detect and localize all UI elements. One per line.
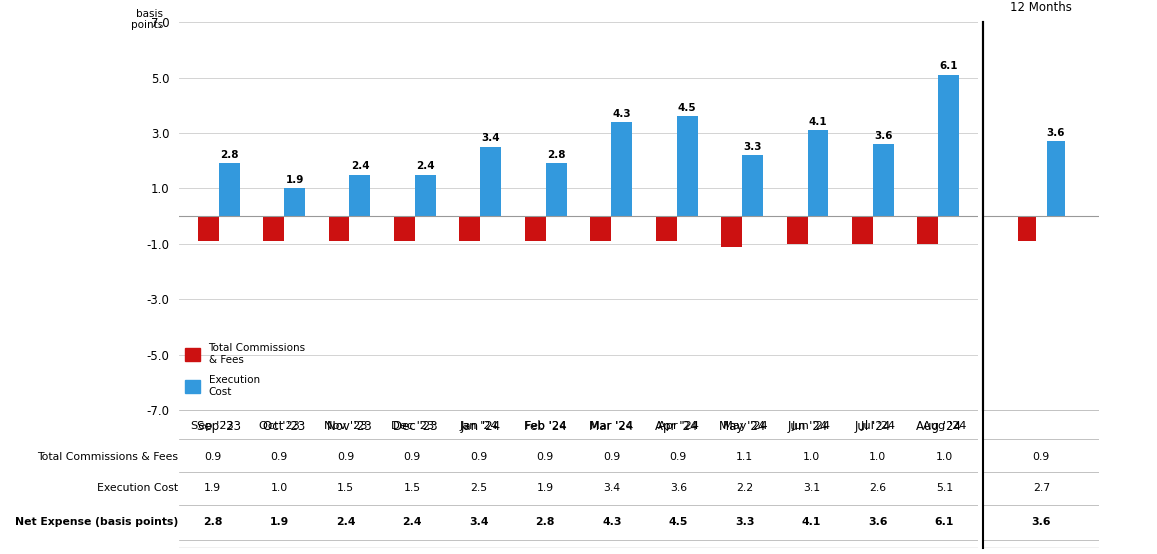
Text: 3.3: 3.3 <box>735 517 754 527</box>
Text: basis
points: basis points <box>131 8 163 30</box>
Text: 5.1: 5.1 <box>936 483 953 493</box>
Text: 2.8: 2.8 <box>202 517 222 527</box>
Text: 1.0: 1.0 <box>803 452 820 461</box>
Text: 0.9: 0.9 <box>537 452 554 461</box>
Text: 3.6: 3.6 <box>868 517 887 527</box>
Text: 1.9: 1.9 <box>537 483 554 493</box>
Bar <box>742 155 762 216</box>
Text: Sep '23: Sep '23 <box>191 420 234 430</box>
Text: 0.9: 0.9 <box>603 452 620 461</box>
Bar <box>219 163 239 216</box>
Text: Oct '23: Oct '23 <box>259 420 300 430</box>
Text: Nov '23: Nov '23 <box>324 420 368 430</box>
Text: 4.3: 4.3 <box>612 109 631 119</box>
Text: 1.0: 1.0 <box>869 452 886 461</box>
Text: Aug '24: Aug '24 <box>923 420 966 430</box>
Text: 2.5: 2.5 <box>470 483 487 493</box>
Bar <box>480 147 501 216</box>
Text: May '24: May '24 <box>722 420 767 430</box>
Bar <box>395 216 415 241</box>
Text: 3.3: 3.3 <box>743 142 761 152</box>
Text: Feb '24: Feb '24 <box>524 420 566 430</box>
Bar <box>852 216 874 244</box>
Bar <box>1046 141 1064 216</box>
Text: 0.9: 0.9 <box>670 452 687 461</box>
Text: 1.5: 1.5 <box>337 483 354 493</box>
Text: 3.6: 3.6 <box>670 483 687 493</box>
Text: 3.4: 3.4 <box>481 134 500 143</box>
Text: 2.8: 2.8 <box>220 150 238 160</box>
Bar <box>525 216 546 241</box>
Text: 3.4: 3.4 <box>469 517 488 527</box>
Bar <box>656 216 677 241</box>
Text: Net Expense (basis points): Net Expense (basis points) <box>15 517 178 527</box>
Bar <box>611 122 632 216</box>
Text: 4.1: 4.1 <box>809 117 827 127</box>
Text: Total Commissions & Fees: Total Commissions & Fees <box>37 452 178 461</box>
Text: 3.6: 3.6 <box>1047 128 1064 138</box>
Bar <box>808 130 828 216</box>
Text: Execution Cost: Execution Cost <box>97 483 178 493</box>
Bar <box>415 175 436 216</box>
Text: 2.4: 2.4 <box>351 161 369 171</box>
Text: 1.9: 1.9 <box>286 175 303 185</box>
Text: Previous
12 Months: Previous 12 Months <box>1010 0 1073 14</box>
Bar <box>329 216 349 241</box>
Text: Apr '24: Apr '24 <box>658 420 699 430</box>
Text: 2.6: 2.6 <box>869 483 886 493</box>
Text: 3.1: 3.1 <box>803 483 820 493</box>
Text: 2.4: 2.4 <box>417 161 435 171</box>
Bar <box>459 216 480 241</box>
Text: Jul '24: Jul '24 <box>861 420 896 430</box>
Bar <box>938 75 959 216</box>
Bar <box>546 163 567 216</box>
Bar <box>721 216 742 247</box>
Text: 1.5: 1.5 <box>404 483 421 493</box>
Bar <box>677 116 698 216</box>
Text: 1.1: 1.1 <box>736 452 753 461</box>
Text: 4.5: 4.5 <box>669 517 688 527</box>
Text: 3.6: 3.6 <box>875 131 893 141</box>
Bar <box>590 216 611 241</box>
Text: Mar '24: Mar '24 <box>590 420 633 430</box>
Text: 2.4: 2.4 <box>403 517 422 527</box>
Bar <box>787 216 808 244</box>
Text: 4.1: 4.1 <box>802 517 821 527</box>
Text: 4.5: 4.5 <box>678 103 697 113</box>
Bar <box>918 216 938 244</box>
Text: Jun '24: Jun '24 <box>791 420 831 430</box>
Text: Dec '23: Dec '23 <box>391 420 434 430</box>
Text: 3.4: 3.4 <box>603 483 620 493</box>
Text: 2.4: 2.4 <box>336 517 355 527</box>
Text: 2.8: 2.8 <box>547 150 566 160</box>
Bar <box>283 188 305 216</box>
Bar <box>1018 216 1037 241</box>
Text: 0.9: 0.9 <box>271 452 288 461</box>
Legend: Total Commissions
& Fees, Execution
Cost: Total Commissions & Fees, Execution Cost <box>185 343 305 397</box>
Text: 2.7: 2.7 <box>1033 483 1049 493</box>
Text: 1.0: 1.0 <box>936 452 953 461</box>
Text: 6.1: 6.1 <box>939 61 958 71</box>
Text: 0.9: 0.9 <box>337 452 354 461</box>
Text: 0.9: 0.9 <box>1033 452 1049 461</box>
Bar <box>263 216 283 241</box>
Text: 0.9: 0.9 <box>404 452 421 461</box>
Text: 1.9: 1.9 <box>204 483 221 493</box>
Text: 1.0: 1.0 <box>271 483 288 493</box>
Text: 2.8: 2.8 <box>536 517 555 527</box>
Text: 1.9: 1.9 <box>270 517 289 527</box>
Bar <box>198 216 219 241</box>
Text: 6.1: 6.1 <box>935 517 955 527</box>
Text: 4.3: 4.3 <box>602 517 621 527</box>
Bar <box>349 175 370 216</box>
Text: 0.9: 0.9 <box>204 452 221 461</box>
Text: Jan '24: Jan '24 <box>459 420 498 430</box>
Bar <box>874 144 894 216</box>
Text: 0.9: 0.9 <box>470 452 487 461</box>
Text: 3.6: 3.6 <box>1032 517 1051 527</box>
Text: 2.2: 2.2 <box>736 483 753 493</box>
